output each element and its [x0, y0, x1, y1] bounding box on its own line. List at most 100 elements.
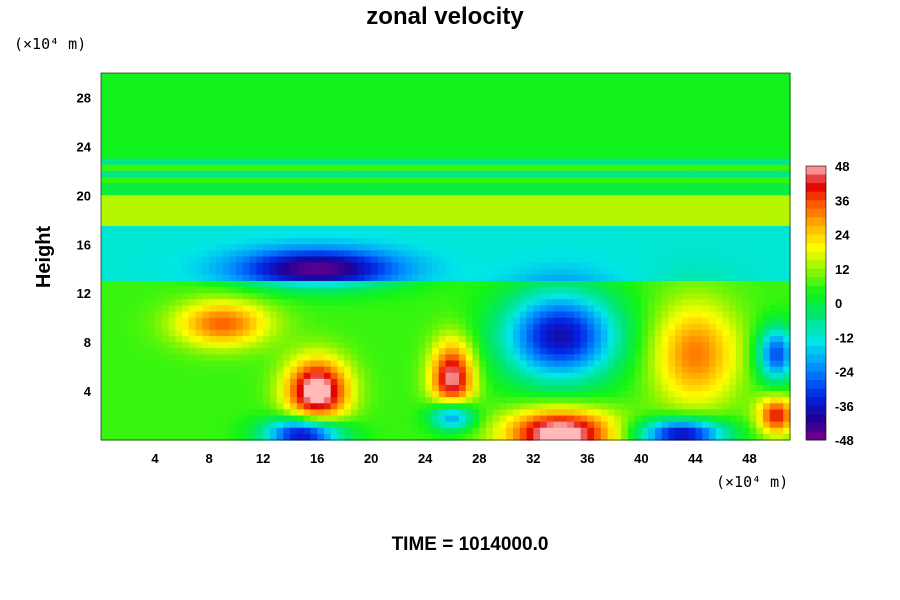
field-cell	[661, 79, 670, 86]
field-cell	[580, 366, 588, 374]
field-cell	[486, 213, 494, 221]
field-cell	[735, 152, 744, 160]
field-cell	[303, 299, 311, 307]
field-cell	[465, 299, 474, 307]
field-cell	[290, 195, 298, 203]
field-cell	[404, 348, 413, 355]
field-cell	[107, 213, 116, 221]
field-cell	[418, 201, 426, 209]
field-cell	[371, 140, 379, 147]
field-cell	[465, 280, 474, 288]
field-cell	[391, 256, 399, 264]
field-cell	[519, 164, 528, 172]
field-cell	[404, 176, 413, 184]
field-cell	[783, 342, 791, 349]
field-cell	[600, 128, 609, 135]
field-cell	[411, 274, 420, 282]
field-cell	[533, 109, 541, 117]
field-cell	[188, 225, 197, 233]
field-cell	[330, 164, 339, 172]
field-cell	[411, 360, 420, 368]
field-cell	[465, 336, 474, 343]
field-cell	[121, 97, 129, 105]
field-cell	[600, 207, 609, 215]
field-cell	[398, 85, 406, 92]
field-cell	[452, 103, 460, 111]
field-cell	[411, 164, 420, 172]
field-cell	[695, 274, 703, 282]
field-cell	[161, 85, 170, 92]
field-cell	[675, 152, 683, 160]
field-cell	[735, 115, 744, 123]
field-cell	[404, 293, 413, 300]
field-cell	[675, 140, 683, 147]
field-cell	[580, 128, 588, 135]
field-cell	[702, 79, 710, 86]
field-cell	[128, 287, 136, 294]
field-cell	[425, 121, 433, 129]
field-cell	[459, 103, 467, 111]
field-cell	[614, 311, 622, 319]
field-cell	[695, 238, 703, 245]
field-cell	[161, 250, 170, 258]
field-cell	[756, 195, 764, 203]
field-cell	[580, 91, 588, 99]
field-cell	[533, 256, 541, 264]
field-cell	[459, 134, 467, 141]
field-cell	[445, 121, 453, 129]
field-cell	[229, 305, 237, 313]
field-cell	[735, 176, 744, 184]
field-cell	[377, 207, 386, 215]
field-cell	[546, 287, 555, 294]
field-cell	[513, 329, 521, 337]
field-cell	[263, 97, 271, 105]
field-cell	[546, 348, 555, 355]
field-cell	[175, 336, 183, 343]
field-cell	[742, 268, 751, 276]
field-cell	[526, 176, 534, 184]
field-cell	[276, 360, 284, 368]
field-cell	[486, 115, 494, 123]
field-cell	[459, 115, 467, 123]
field-cell	[654, 354, 663, 362]
field-cell	[560, 121, 568, 129]
field-cell	[499, 152, 507, 160]
field-cell	[621, 280, 629, 288]
field-cell	[155, 268, 163, 276]
field-cell	[567, 189, 575, 196]
field-cell	[735, 360, 744, 368]
field-cell	[661, 329, 670, 337]
field-cell	[107, 97, 116, 105]
field-cell	[303, 366, 311, 374]
field-cell	[513, 360, 521, 368]
field-cell	[330, 348, 339, 355]
field-cell	[242, 354, 251, 362]
field-cell	[634, 329, 642, 337]
field-cell	[756, 329, 764, 337]
field-cell	[296, 158, 305, 166]
field-cell	[101, 109, 109, 117]
field-cell	[472, 158, 480, 166]
field-cell	[161, 323, 170, 331]
field-cell	[323, 140, 332, 147]
field-cell	[141, 268, 149, 276]
field-cell	[290, 360, 298, 368]
field-cell	[479, 305, 487, 313]
field-cell	[783, 354, 791, 362]
field-cell	[276, 232, 284, 239]
field-cell	[168, 164, 176, 172]
field-cell	[404, 201, 413, 209]
field-cell	[729, 195, 737, 203]
field-cell	[418, 323, 426, 331]
field-cell	[621, 274, 629, 282]
field-cell	[317, 323, 325, 331]
field-cell	[479, 317, 487, 325]
field-cell	[722, 274, 730, 282]
field-cell	[573, 232, 582, 239]
field-cell	[371, 262, 379, 270]
field-cell	[506, 219, 514, 227]
field-cell	[668, 305, 676, 313]
field-cell	[323, 183, 332, 190]
field-cell	[492, 183, 501, 190]
field-cell	[161, 232, 170, 239]
